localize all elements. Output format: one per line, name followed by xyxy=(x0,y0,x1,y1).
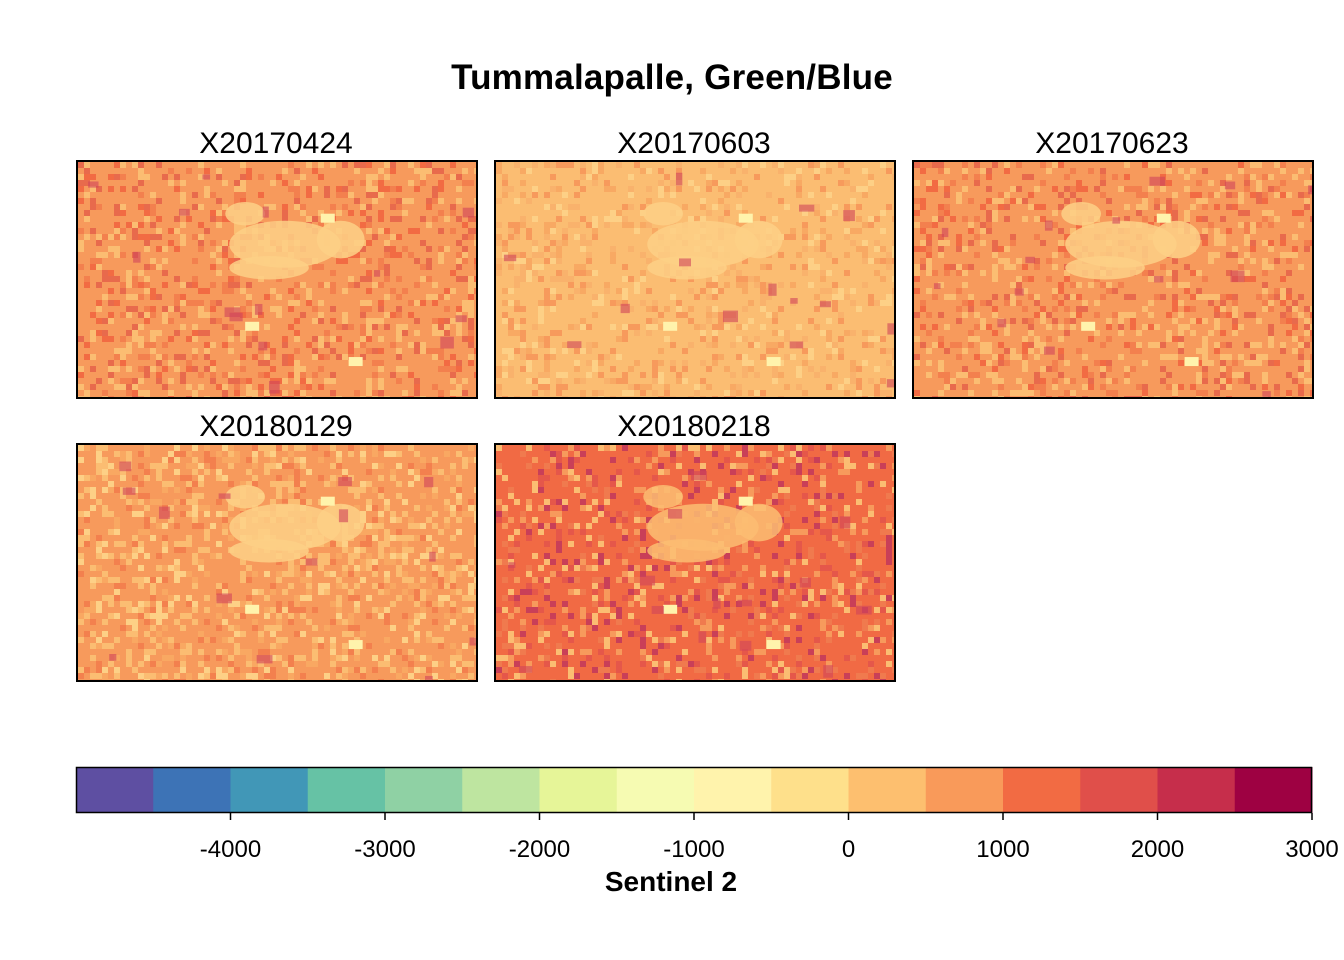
colorbar-swatch xyxy=(694,767,772,813)
colorbar-tick-label: -1000 xyxy=(663,836,724,863)
colorbar-swatch xyxy=(616,767,695,813)
colorbar-tick-label: 3000 xyxy=(1285,836,1338,863)
colorbar-tick-label: -4000 xyxy=(200,836,261,863)
panel-title: X20180218 xyxy=(617,410,771,443)
colorbar-swatch xyxy=(1157,767,1236,813)
colorbar-swatch xyxy=(230,767,309,813)
colorbar-swatch xyxy=(925,767,1004,813)
colorbar-tick-label: -2000 xyxy=(509,836,570,863)
colorbar-label: Sentinel 2 xyxy=(604,866,738,897)
colorbar-swatch xyxy=(1234,767,1313,813)
colorbar xyxy=(75,766,1313,814)
colorbar-swatch xyxy=(307,767,386,813)
colorbar-swatch xyxy=(462,767,540,813)
panel-title: X20170623 xyxy=(1035,127,1189,160)
colorbar-swatch xyxy=(848,767,927,813)
colorbar-swatch xyxy=(771,767,849,813)
raster-image xyxy=(78,445,476,680)
chart-title: Tummalapalle, Green/Blue xyxy=(451,58,893,97)
raster-panel xyxy=(76,443,478,682)
raster-panel xyxy=(912,160,1314,399)
raster-panel xyxy=(76,160,478,399)
colorbar-tick-label: -3000 xyxy=(354,836,415,863)
panel-title: X20170603 xyxy=(617,127,771,160)
raster-panel xyxy=(494,160,896,399)
colorbar-tick-label: 0 xyxy=(842,836,855,863)
raster-image xyxy=(78,162,476,397)
colorbar-axis: -4000 -3000 -2000 -1000 0 1000 2000 3000 xyxy=(200,813,1339,863)
colorbar-swatch xyxy=(1080,767,1158,813)
panel-title: X20180129 xyxy=(199,410,353,443)
raster-image xyxy=(496,445,894,680)
colorbar-tick-label: 1000 xyxy=(976,836,1029,863)
colorbar-swatch xyxy=(153,767,231,813)
colorbar-swatch xyxy=(1003,767,1081,813)
raster-panel xyxy=(494,443,896,682)
colorbar-tick-label: 2000 xyxy=(1131,836,1184,863)
raster-image xyxy=(496,162,894,397)
colorbar-swatch xyxy=(539,767,618,813)
colorbar-border xyxy=(75,766,1313,814)
colorbar-swatch xyxy=(385,767,463,813)
colorbar-swatch xyxy=(76,767,154,813)
raster-image xyxy=(914,162,1312,397)
panel-title: X20170424 xyxy=(199,127,353,160)
